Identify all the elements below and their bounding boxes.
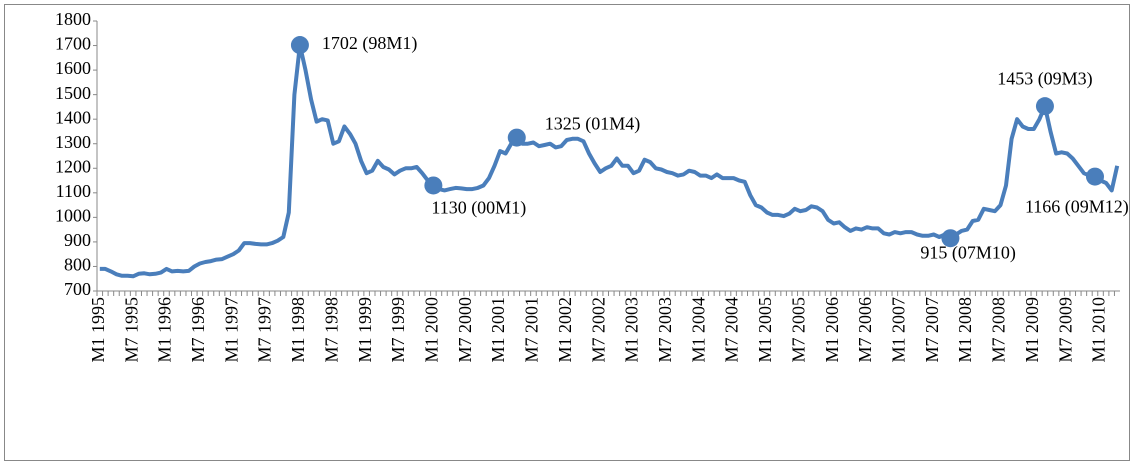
x-tick-label: M7 2005 (788, 297, 808, 363)
x-tick-label: M1 2009 (1022, 297, 1042, 363)
x-tick-label: M1 1999 (355, 297, 375, 363)
y-tick-label: 1400 (55, 107, 91, 127)
x-tick-label: M7 2009 (1055, 297, 1075, 363)
x-tick-label: M7 1998 (321, 297, 341, 363)
x-tick-label: M1 1998 (288, 297, 308, 363)
data-point (1085, 167, 1104, 186)
y-tick-label: 1100 (56, 181, 91, 201)
chart-border (4, 4, 1130, 461)
y-tick-label: 1200 (55, 156, 91, 176)
y-tick-label: 1600 (55, 58, 91, 78)
y-tick-label: 800 (64, 255, 91, 275)
data-point (290, 36, 309, 55)
y-tick-label: 1700 (55, 34, 91, 54)
y-tick-label: 1000 (55, 205, 91, 225)
x-tick-label: M7 1999 (388, 297, 408, 363)
data-label: 1702 (98M1) (322, 33, 418, 54)
x-tick-label: M1 1997 (221, 297, 241, 363)
x-tick-label: M1 2004 (688, 297, 708, 363)
y-tick-label: 700 (64, 279, 91, 299)
x-tick-label: M7 2006 (855, 297, 875, 363)
data-point (424, 176, 443, 195)
data-label: 1453 (09M3) (997, 68, 1093, 89)
x-tick-label: M7 2008 (989, 297, 1009, 363)
x-tick-label: M7 2000 (455, 297, 475, 363)
data-point (941, 229, 960, 248)
x-tick-label: M7 2007 (922, 297, 942, 363)
x-tick-label: M1 2003 (622, 297, 642, 363)
x-tick-label: M1 2006 (822, 297, 842, 363)
x-tick-label: M7 2003 (655, 297, 675, 363)
data-label: 1166 (09M12) (1025, 197, 1129, 218)
x-tick-label: M7 1997 (255, 297, 275, 363)
x-tick-label: M1 1995 (88, 297, 108, 363)
y-tick-label: 1500 (55, 83, 91, 103)
x-tick-label: M1 2000 (421, 297, 441, 363)
y-tick-label: 900 (64, 230, 91, 250)
y-tick-label: 1300 (55, 132, 91, 152)
x-tick-label: M1 2001 (488, 297, 508, 363)
x-tick-label: M1 2007 (889, 297, 909, 363)
x-tick-label: M7 2001 (522, 297, 542, 363)
x-tick-label: M1 2005 (755, 297, 775, 363)
x-tick-label: M7 1996 (188, 297, 208, 363)
x-tick-label: M1 2010 (1089, 297, 1109, 363)
x-tick-label: M1 2008 (955, 297, 975, 363)
data-label: 1130 (00M1) (431, 198, 526, 219)
x-tick-label: M7 1995 (121, 297, 141, 363)
x-tick-label: M1 1996 (155, 297, 175, 363)
data-point (1035, 97, 1054, 116)
x-tick-label: M7 2004 (722, 297, 742, 363)
x-tick-label: M1 2002 (555, 297, 575, 363)
data-label: 915 (07M10) (920, 242, 1016, 263)
x-tick-label: M7 2002 (588, 297, 608, 363)
data-label: 1325 (01M4) (545, 114, 641, 135)
data-point (507, 128, 526, 147)
y-tick-label: 1800 (55, 9, 91, 29)
